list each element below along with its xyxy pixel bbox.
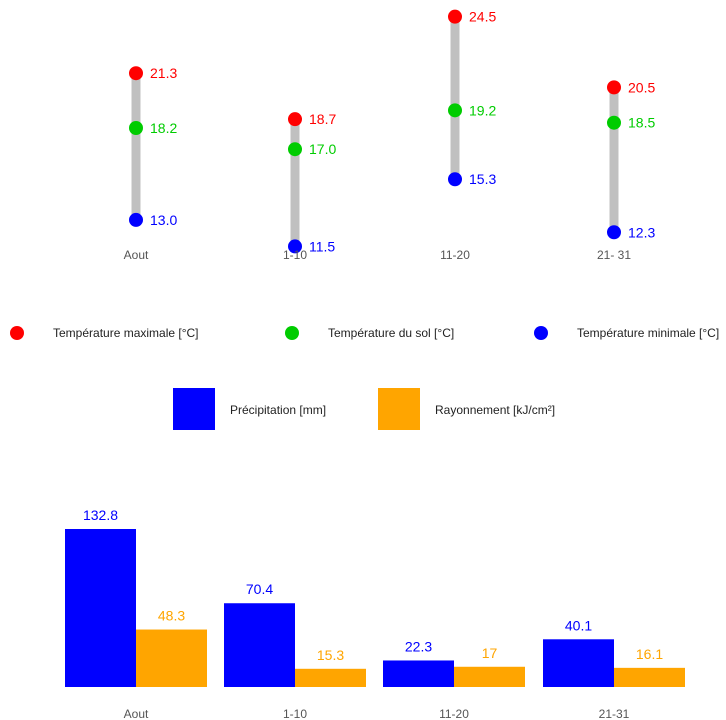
data-label: 70.4 xyxy=(246,581,273,597)
point-temp-rature-du-sol-c-1-10 xyxy=(288,142,302,157)
legend-label: Rayonnement [kJ/cm²] xyxy=(435,403,555,417)
category-label: Aout xyxy=(124,248,149,262)
bar-rayonnement-kj-cm-11-20 xyxy=(454,666,525,687)
temperature-chart: 21.3 18.2 13.0 Aout 18.7 17.0 11.51-10 24.5 19.2… xyxy=(124,9,656,262)
point-temp-rature-minimale-c-aout xyxy=(129,212,143,227)
data-label: 17.0 xyxy=(309,141,336,157)
bar-rayonnement-kj-cm-21-31 xyxy=(614,667,685,687)
data-label: 15.3 xyxy=(317,647,344,663)
category-label: 1-10 xyxy=(283,707,307,720)
data-label: 22.3 xyxy=(405,638,432,654)
temperature-legend: Température maximale [°C] Température du … xyxy=(10,326,719,340)
point-temp-rature-maximale-c-21-31 xyxy=(607,80,621,95)
legend-swatch-rayonnement-kj-cm xyxy=(378,388,420,430)
bar-pr-cipitation-mm-aout xyxy=(65,529,136,687)
point-temp-rature-maximale-c-11-20 xyxy=(448,9,462,24)
data-label: 16.1 xyxy=(636,646,663,662)
point-temp-rature-minimale-c-1-10 xyxy=(288,239,302,254)
bar-legend: Précipitation [mm] Rayonnement [kJ/cm²] xyxy=(173,388,555,430)
data-label: 18.7 xyxy=(309,111,336,127)
data-label: 40.1 xyxy=(565,617,592,633)
point-temp-rature-maximale-c-1-10 xyxy=(288,112,302,127)
bar-pr-cipitation-mm-1-10 xyxy=(224,603,295,687)
bar-rayonnement-kj-cm-aout xyxy=(136,629,207,687)
bar-pr-cipitation-mm-11-20 xyxy=(383,660,454,687)
category-label: 21- 31 xyxy=(597,248,631,262)
data-label: 24.5 xyxy=(469,9,496,25)
data-label: 18.5 xyxy=(628,115,655,131)
bar-chart: 132.8 48.3 Aout 70.4 15.3 1-10 22.3 17 11-20 40.1… xyxy=(65,507,685,720)
point-temp-rature-du-sol-c-11-20 xyxy=(448,103,462,118)
data-label: 21.3 xyxy=(150,65,177,81)
legend-label: Précipitation [mm] xyxy=(230,403,326,417)
data-label: 18.2 xyxy=(150,120,177,136)
category-label: 11-20 xyxy=(440,248,470,262)
data-label: 17 xyxy=(482,645,498,661)
data-label: 15.3 xyxy=(469,171,496,187)
data-label: 13.0 xyxy=(150,212,177,228)
data-label: 20.5 xyxy=(628,79,655,95)
data-label: 132.8 xyxy=(83,507,118,523)
point-temp-rature-du-sol-c-21-31 xyxy=(607,115,621,130)
legend-label: Température maximale [°C] xyxy=(53,326,199,340)
point-temp-rature-minimale-c-21-31 xyxy=(607,225,621,240)
data-label: 11.5 xyxy=(309,238,335,254)
bar-rayonnement-kj-cm-1-10 xyxy=(295,668,366,687)
category-label: 11-20 xyxy=(439,707,469,720)
legend-label: Température minimale [°C] xyxy=(577,326,719,340)
legend-swatch-pr-cipitation-mm xyxy=(173,388,215,430)
legend-marker-temp-rature-minimale-c xyxy=(534,326,548,340)
bar-pr-cipitation-mm-21-31 xyxy=(543,639,614,687)
data-label: 12.3 xyxy=(628,224,655,240)
category-label: 1-10 xyxy=(283,248,307,262)
data-label: 48.3 xyxy=(158,608,185,624)
point-temp-rature-maximale-c-aout xyxy=(129,66,143,81)
legend-marker-temp-rature-du-sol-c xyxy=(285,326,299,340)
category-label: 21-31 xyxy=(599,707,630,720)
legend-label: Température du sol [°C] xyxy=(328,326,454,340)
legend-marker-temp-rature-maximale-c xyxy=(10,326,24,340)
category-label: Aout xyxy=(124,707,149,720)
point-temp-rature-minimale-c-11-20 xyxy=(448,172,462,187)
point-temp-rature-du-sol-c-aout xyxy=(129,121,143,136)
data-label: 19.2 xyxy=(469,102,496,118)
